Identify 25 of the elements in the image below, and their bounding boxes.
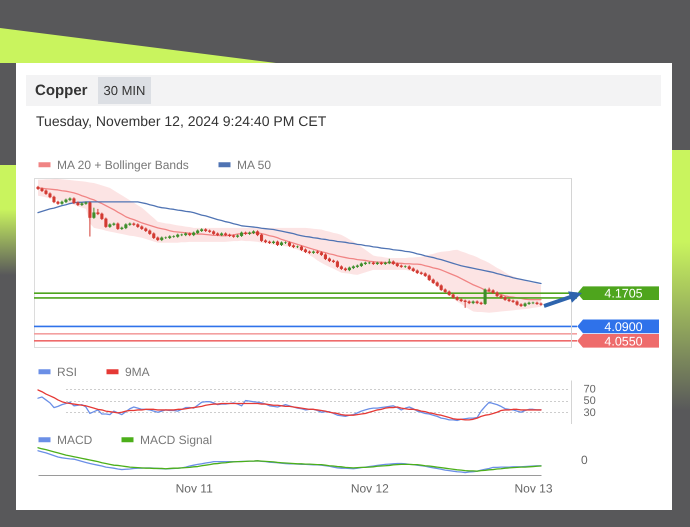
line-series <box>37 389 542 421</box>
y-tick-label: 50 <box>584 395 596 408</box>
legend-label: RSI <box>57 364 78 379</box>
x-tick-label: Nov 12 <box>350 482 390 496</box>
candlestick <box>88 200 92 238</box>
legend-label: 9MA <box>125 364 150 379</box>
legend-label: MA 20 + Bollinger Bands <box>57 158 189 172</box>
legend-label: MACD <box>57 432 93 447</box>
y-tick-label: 70 <box>584 383 596 396</box>
chart-subtitle: Tuesday, November 12, 2024 9:24:40 PM CET <box>36 113 326 129</box>
line-series <box>37 201 542 284</box>
text: 30 MIN <box>98 77 152 104</box>
y-tick-label: 30 <box>584 406 596 419</box>
text: 0 <box>581 453 588 467</box>
candlestick <box>92 207 96 220</box>
legend-label: MA 50 <box>237 158 272 172</box>
line-series <box>37 187 542 300</box>
y-tick-label: 4.0550 <box>604 334 643 348</box>
y-tick-label: 4.1705 <box>604 286 643 301</box>
chart-title: Copper <box>35 82 88 99</box>
candlestick <box>484 288 487 306</box>
legend-label: MACD Signal <box>140 432 212 447</box>
y-tick-label: 4.0900 <box>604 320 643 334</box>
x-tick-label: Nov 13 <box>514 482 553 496</box>
x-tick-label: Nov 11 <box>176 482 214 496</box>
